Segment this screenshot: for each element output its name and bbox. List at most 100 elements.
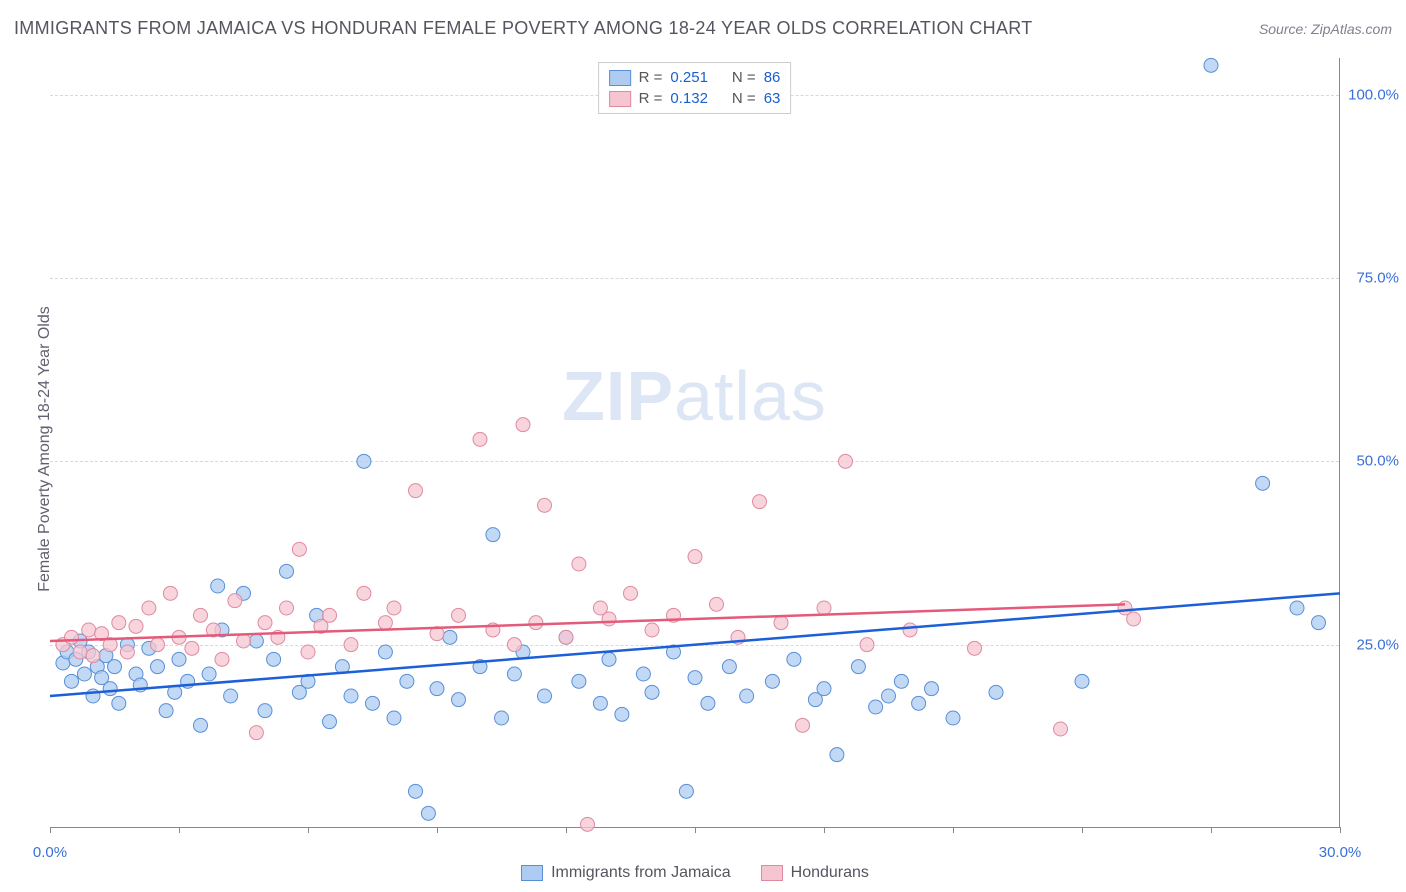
- scatter-point[interactable]: [529, 616, 543, 630]
- scatter-point[interactable]: [120, 645, 134, 659]
- scatter-point[interactable]: [688, 671, 702, 685]
- scatter-point[interactable]: [989, 685, 1003, 699]
- scatter-point[interactable]: [516, 418, 530, 432]
- scatter-point[interactable]: [559, 630, 573, 644]
- scatter-point[interactable]: [409, 484, 423, 498]
- scatter-point[interactable]: [194, 718, 208, 732]
- scatter-point[interactable]: [258, 704, 272, 718]
- scatter-point[interactable]: [409, 784, 423, 798]
- scatter-point[interactable]: [1290, 601, 1304, 615]
- scatter-point[interactable]: [851, 660, 865, 674]
- scatter-point[interactable]: [378, 616, 392, 630]
- scatter-point[interactable]: [701, 696, 715, 710]
- scatter-point[interactable]: [1127, 612, 1141, 626]
- scatter-point[interactable]: [688, 550, 702, 564]
- scatter-point[interactable]: [194, 608, 208, 622]
- scatter-point[interactable]: [378, 645, 392, 659]
- scatter-point[interactable]: [65, 674, 79, 688]
- scatter-point[interactable]: [869, 700, 883, 714]
- scatter-point[interactable]: [636, 667, 650, 681]
- scatter-point[interactable]: [142, 601, 156, 615]
- scatter-point[interactable]: [1312, 616, 1326, 630]
- scatter-point[interactable]: [615, 707, 629, 721]
- scatter-point[interactable]: [73, 645, 87, 659]
- scatter-point[interactable]: [344, 638, 358, 652]
- scatter-point[interactable]: [151, 638, 165, 652]
- scatter-point[interactable]: [77, 667, 91, 681]
- scatter-point[interactable]: [237, 634, 251, 648]
- scatter-point[interactable]: [366, 696, 380, 710]
- scatter-point[interactable]: [421, 806, 435, 820]
- scatter-point[interactable]: [112, 616, 126, 630]
- scatter-point[interactable]: [301, 645, 315, 659]
- scatter-point[interactable]: [624, 586, 638, 600]
- scatter-point[interactable]: [645, 623, 659, 637]
- scatter-point[interactable]: [323, 715, 337, 729]
- scatter-point[interactable]: [894, 674, 908, 688]
- scatter-point[interactable]: [882, 689, 896, 703]
- scatter-point[interactable]: [912, 696, 926, 710]
- source-link[interactable]: ZipAtlas.com: [1311, 21, 1392, 37]
- scatter-point[interactable]: [538, 498, 552, 512]
- scatter-point[interactable]: [645, 685, 659, 699]
- scatter-point[interactable]: [452, 693, 466, 707]
- scatter-point[interactable]: [108, 660, 122, 674]
- scatter-point[interactable]: [968, 641, 982, 655]
- scatter-point[interactable]: [507, 667, 521, 681]
- scatter-point[interactable]: [486, 528, 500, 542]
- scatter-point[interactable]: [443, 630, 457, 644]
- scatter-point[interactable]: [839, 454, 853, 468]
- scatter-point[interactable]: [1256, 476, 1270, 490]
- scatter-point[interactable]: [572, 674, 586, 688]
- scatter-point[interactable]: [1075, 674, 1089, 688]
- scatter-point[interactable]: [602, 612, 616, 626]
- scatter-point[interactable]: [787, 652, 801, 666]
- scatter-point[interactable]: [387, 601, 401, 615]
- scatter-point[interactable]: [817, 601, 831, 615]
- scatter-point[interactable]: [172, 652, 186, 666]
- scatter-point[interactable]: [796, 718, 810, 732]
- scatter-point[interactable]: [400, 674, 414, 688]
- scatter-point[interactable]: [860, 638, 874, 652]
- scatter-point[interactable]: [1054, 722, 1068, 736]
- scatter-point[interactable]: [602, 652, 616, 666]
- scatter-point[interactable]: [710, 597, 724, 611]
- scatter-point[interactable]: [267, 652, 281, 666]
- scatter-point[interactable]: [185, 641, 199, 655]
- scatter-point[interactable]: [740, 689, 754, 703]
- scatter-point[interactable]: [452, 608, 466, 622]
- scatter-point[interactable]: [581, 817, 595, 831]
- scatter-point[interactable]: [151, 660, 165, 674]
- scatter-point[interactable]: [357, 454, 371, 468]
- scatter-point[interactable]: [159, 704, 173, 718]
- scatter-point[interactable]: [112, 696, 126, 710]
- scatter-point[interactable]: [344, 689, 358, 703]
- scatter-point[interactable]: [129, 619, 143, 633]
- scatter-point[interactable]: [224, 689, 238, 703]
- scatter-point[interactable]: [202, 667, 216, 681]
- scatter-point[interactable]: [228, 594, 242, 608]
- scatter-point[interactable]: [903, 623, 917, 637]
- scatter-point[interactable]: [593, 696, 607, 710]
- scatter-point[interactable]: [538, 689, 552, 703]
- scatter-point[interactable]: [1204, 58, 1218, 72]
- scatter-point[interactable]: [817, 682, 831, 696]
- scatter-point[interactable]: [753, 495, 767, 509]
- scatter-point[interactable]: [473, 432, 487, 446]
- scatter-point[interactable]: [774, 616, 788, 630]
- scatter-point[interactable]: [387, 711, 401, 725]
- scatter-point[interactable]: [946, 711, 960, 725]
- scatter-point[interactable]: [258, 616, 272, 630]
- scatter-point[interactable]: [830, 748, 844, 762]
- scatter-point[interactable]: [292, 542, 306, 556]
- scatter-point[interactable]: [280, 601, 294, 615]
- scatter-point[interactable]: [65, 630, 79, 644]
- scatter-point[interactable]: [323, 608, 337, 622]
- scatter-point[interactable]: [765, 674, 779, 688]
- scatter-point[interactable]: [722, 660, 736, 674]
- scatter-point[interactable]: [163, 586, 177, 600]
- scatter-point[interactable]: [82, 623, 96, 637]
- scatter-point[interactable]: [430, 682, 444, 696]
- scatter-point[interactable]: [280, 564, 294, 578]
- scatter-point[interactable]: [925, 682, 939, 696]
